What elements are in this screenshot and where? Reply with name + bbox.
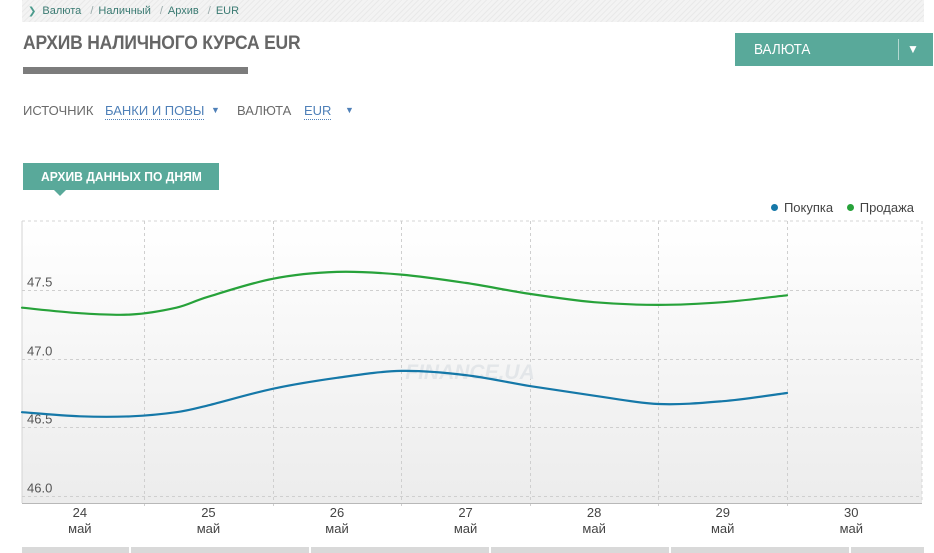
x-tick-month: май bbox=[711, 521, 734, 536]
table-header-divider bbox=[849, 547, 851, 553]
y-tick-label: 47.5 bbox=[27, 275, 52, 290]
section-tag-notch bbox=[54, 190, 66, 196]
x-tick-month: май bbox=[454, 521, 477, 536]
x-tick-month: май bbox=[197, 521, 220, 536]
table-header-divider bbox=[669, 547, 671, 553]
chart-grid bbox=[21, 220, 923, 507]
legend-dot-buy bbox=[770, 204, 778, 211]
buy-series-line[interactable] bbox=[20, 369, 789, 418]
breadcrumb-item-currency[interactable]: Валюта bbox=[42, 5, 82, 17]
legend-dot-sell bbox=[846, 204, 854, 211]
x-tick-month: май bbox=[68, 521, 91, 536]
table-header-divider bbox=[309, 547, 311, 553]
currency-dropdown-label: ВАЛЮТА bbox=[754, 41, 811, 58]
plot-area bbox=[22, 221, 922, 503]
y-tick-label: 46.0 bbox=[27, 481, 52, 496]
source-chevron-down-icon[interactable]: ▼ bbox=[211, 105, 220, 115]
breadcrumb-item-cash[interactable]: Наличный bbox=[98, 5, 151, 17]
sell-series-line[interactable] bbox=[20, 270, 789, 316]
x-tick-month: май bbox=[325, 521, 348, 536]
breadcrumb-separator: / bbox=[90, 5, 94, 17]
breadcrumb: ❯ Валюта / Наличный / Архив / EUR bbox=[22, 0, 924, 22]
watermark-logo: FINANCE.UA bbox=[405, 361, 535, 384]
currency-chevron-down-icon[interactable]: ▼ bbox=[345, 105, 354, 115]
x-tick-month: май bbox=[840, 521, 863, 536]
source-select[interactable]: БАНКИ И ПОВЫ bbox=[105, 103, 205, 120]
series-layer bbox=[20, 270, 789, 418]
y-tick-label: 47.0 bbox=[27, 344, 52, 359]
legend-item-sell[interactable]: Продажа bbox=[846, 200, 914, 215]
chevron-down-icon: ▼ bbox=[907, 42, 919, 56]
x-tick-day: 28 bbox=[587, 505, 601, 520]
legend-label-sell: Продажа bbox=[859, 200, 914, 215]
currency-label: ВАЛЮТА bbox=[237, 103, 292, 118]
chevron-right-icon: ❯ bbox=[28, 6, 37, 17]
chart-legend: Покупка Продажа bbox=[761, 200, 914, 215]
section-tag-label: АРХИВ ДАННЫХ ПО ДНЯМ bbox=[40, 169, 202, 184]
x-tick-day: 25 bbox=[201, 505, 215, 520]
breadcrumb-list: ❯ Валюта / Наличный / Архив / EUR bbox=[28, 0, 239, 23]
x-tick-day: 27 bbox=[458, 505, 472, 520]
x-tick-day: 26 bbox=[330, 505, 344, 520]
breadcrumb-item-eur[interactable]: EUR bbox=[215, 5, 240, 17]
legend-label-buy: Покупка bbox=[783, 200, 834, 215]
title-underline bbox=[23, 67, 248, 74]
legend-item-buy[interactable]: Покупка bbox=[770, 200, 834, 215]
currency-dropdown-divider bbox=[898, 39, 899, 60]
breadcrumb-item-archive[interactable]: Архив bbox=[167, 5, 199, 17]
y-axis: 46.0 46.5 47.0 47.5 bbox=[27, 275, 52, 496]
currency-dropdown-button[interactable]: ВАЛЮТА ▼ bbox=[735, 33, 933, 66]
page-title: АРХИВ НАЛИЧНОГО КУРСА EUR bbox=[23, 33, 301, 54]
x-tick-month: май bbox=[582, 521, 605, 536]
x-tick-day: 29 bbox=[715, 505, 729, 520]
x-tick-day: 30 bbox=[844, 505, 858, 520]
breadcrumb-separator: / bbox=[207, 5, 211, 17]
table-header-divider bbox=[489, 547, 491, 553]
currency-select[interactable]: EUR bbox=[304, 103, 332, 120]
table-header-divider bbox=[129, 547, 131, 553]
source-label: ИСТОЧНИК bbox=[23, 103, 94, 118]
x-tick-day: 24 bbox=[73, 505, 87, 520]
table-header-strip bbox=[22, 547, 924, 553]
breadcrumb-separator: / bbox=[159, 5, 163, 17]
section-tag: АРХИВ ДАННЫХ ПО ДНЯМ bbox=[23, 163, 219, 190]
y-tick-label: 46.5 bbox=[27, 412, 52, 427]
